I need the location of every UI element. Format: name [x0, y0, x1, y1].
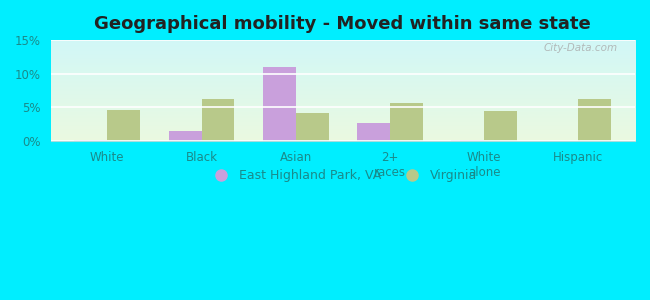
Text: City-Data.com: City-Data.com: [543, 43, 618, 53]
Bar: [296, 113, 329, 141]
Bar: [74, 140, 107, 141]
Bar: [202, 99, 235, 141]
Bar: [451, 140, 484, 141]
Bar: [578, 99, 612, 141]
Bar: [484, 111, 517, 141]
Bar: [390, 103, 423, 141]
Bar: [107, 110, 140, 141]
Bar: [357, 123, 390, 141]
Bar: [168, 131, 202, 141]
Bar: [263, 67, 296, 141]
Title: Geographical mobility - Moved within same state: Geographical mobility - Moved within sam…: [94, 15, 592, 33]
Legend: East Highland Park, VA, Virginia: East Highland Park, VA, Virginia: [203, 164, 482, 188]
